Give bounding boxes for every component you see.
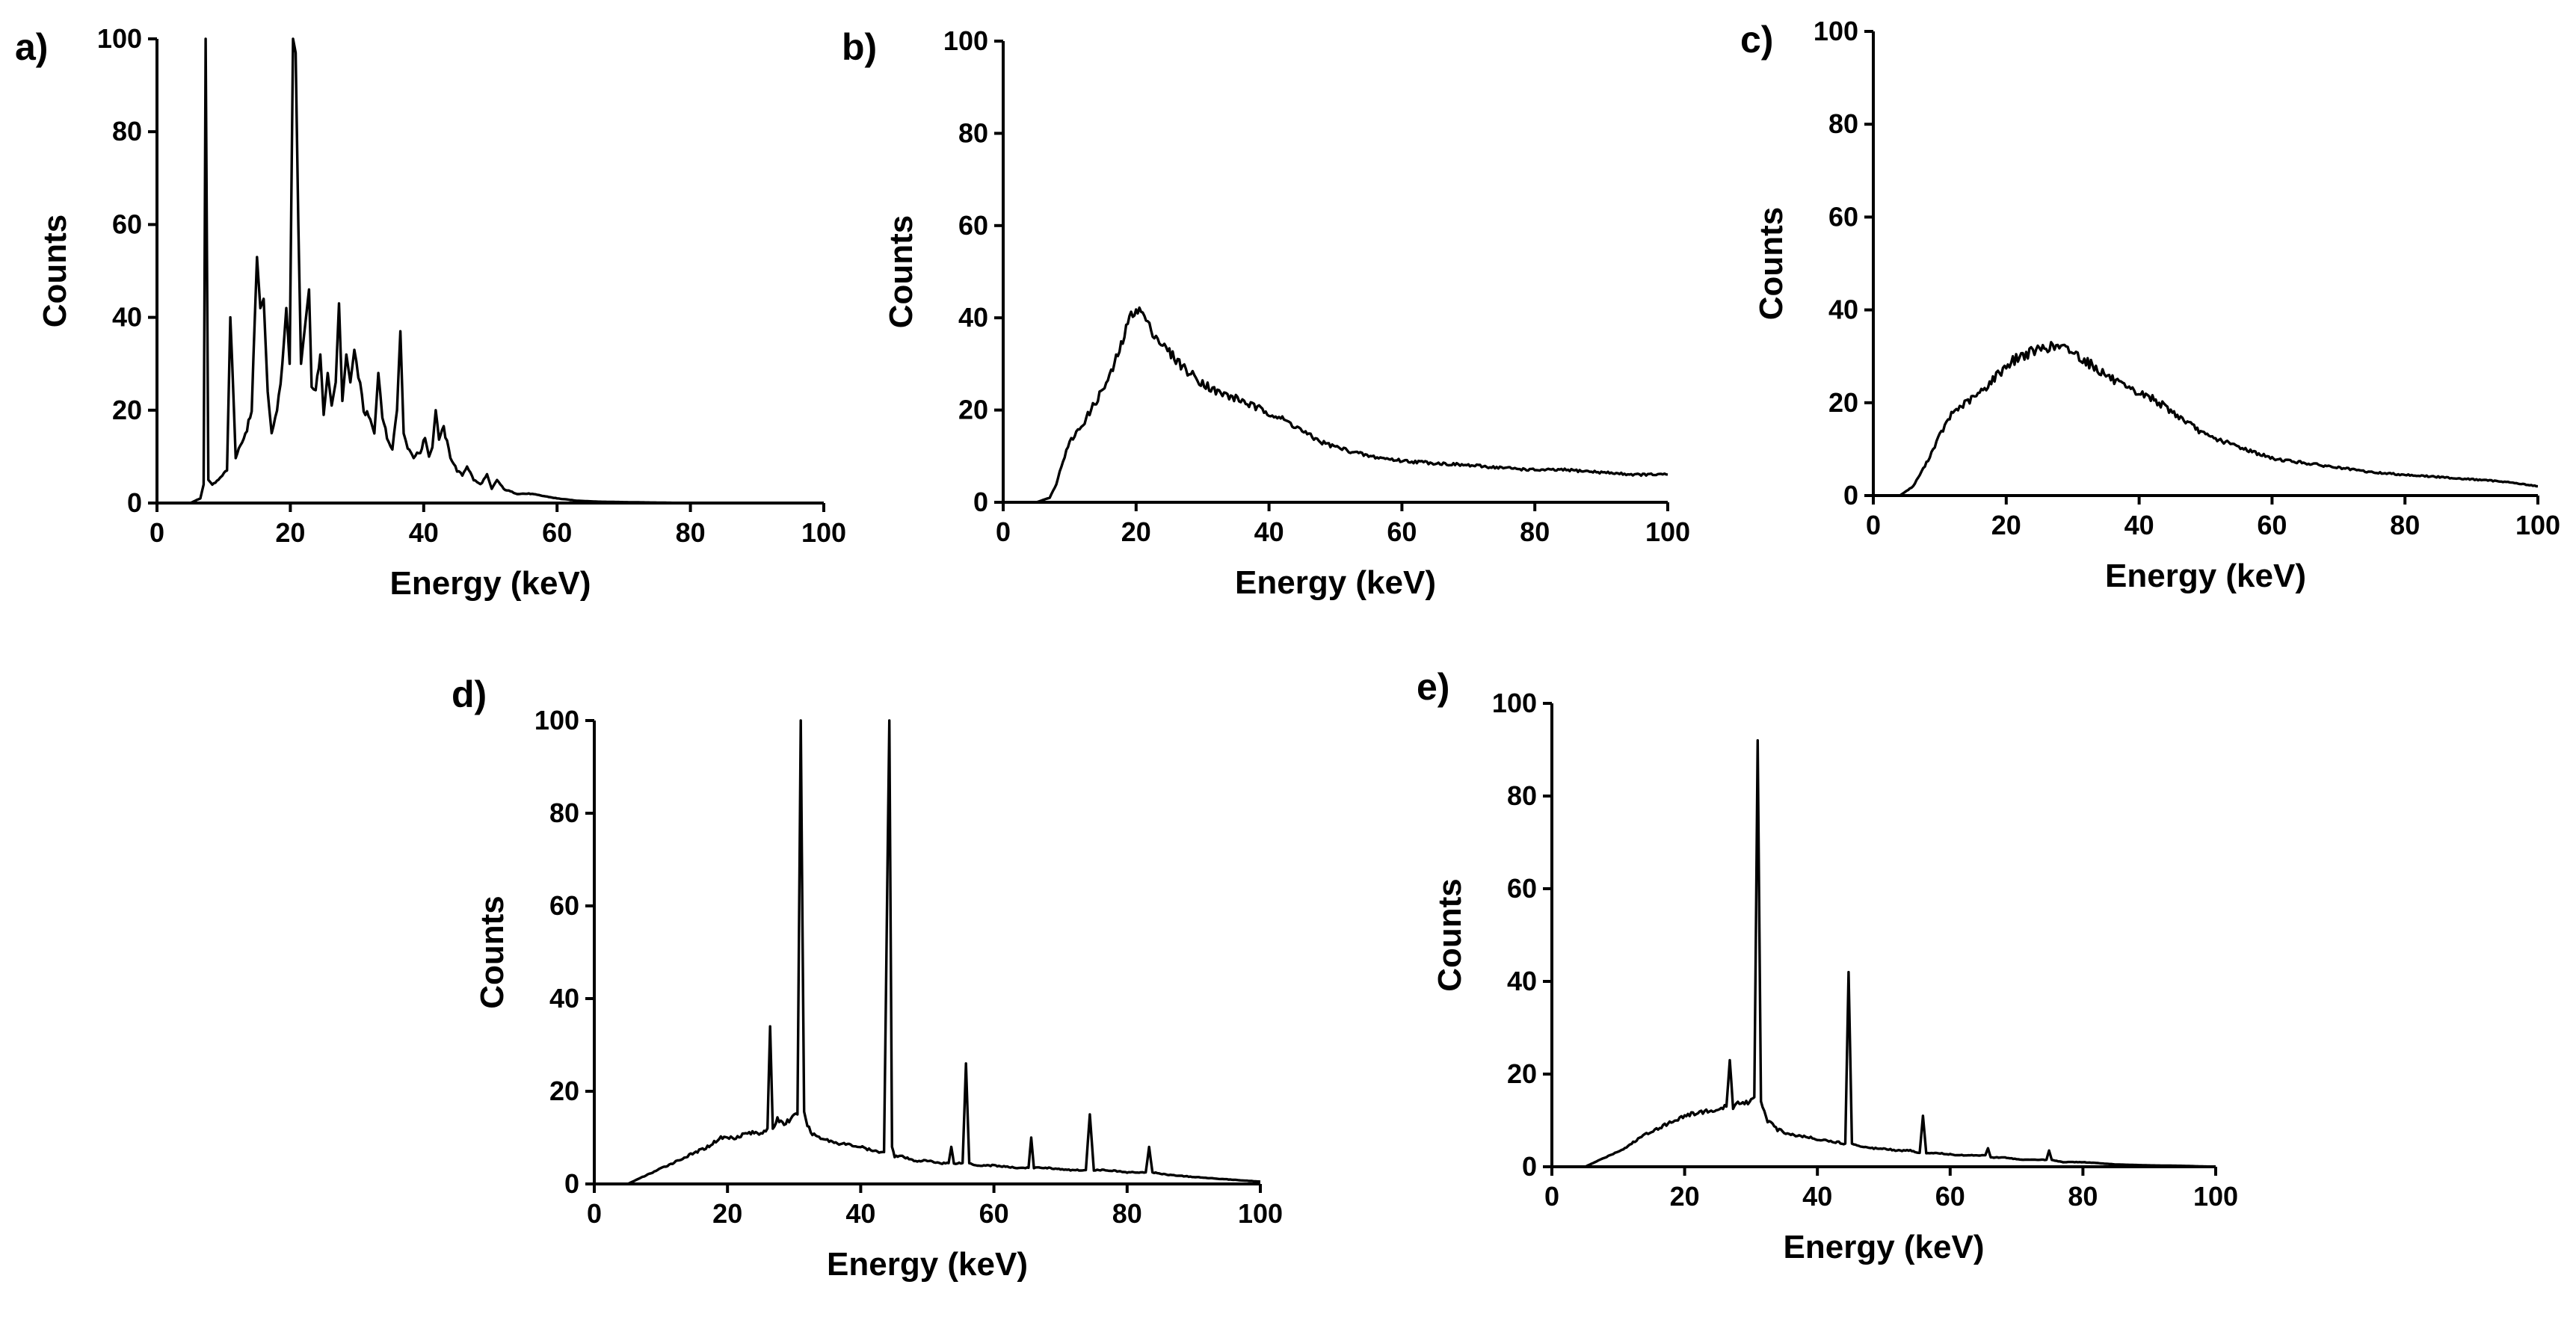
x-tick-label: 60 xyxy=(542,517,572,548)
x-tick-label: 100 xyxy=(2515,510,2560,540)
spectrum-line xyxy=(594,719,1261,1185)
y-tick-label: 100 xyxy=(943,25,988,56)
x-tick-label: 0 xyxy=(1544,1181,1559,1212)
panel-label: d) xyxy=(452,673,487,715)
x-tick-label: 80 xyxy=(2068,1181,2098,1212)
y-tick-label: 60 xyxy=(549,890,579,921)
x-tick-label: 100 xyxy=(1645,516,1690,547)
x-tick-label: 80 xyxy=(676,517,706,548)
x-tick-label: 80 xyxy=(1112,1198,1142,1229)
x-axis-title: Energy (keV) xyxy=(390,565,591,602)
y-tick-label: 40 xyxy=(112,302,142,333)
spectrum-line xyxy=(1003,306,1668,504)
y-tick-label: 100 xyxy=(97,23,142,54)
y-tick-label: 80 xyxy=(1828,108,1858,139)
panel-label: e) xyxy=(1417,666,1449,708)
y-tick-label: 20 xyxy=(958,395,988,425)
y-tick-label: 20 xyxy=(549,1076,579,1106)
chart-panel-4: d) 0 20 40 60 80 100 0 20 40 60 80 100 Energy (keV) Co… xyxy=(452,673,1283,1283)
y-tick-label: 60 xyxy=(1828,201,1858,232)
x-tick-label: 20 xyxy=(1991,510,2021,540)
x-tick-label: 40 xyxy=(845,1198,875,1229)
y-tick-label: 60 xyxy=(112,209,142,239)
y-tick-label: 0 xyxy=(564,1168,579,1199)
x-axis-title: Energy (keV) xyxy=(1784,1229,1985,1265)
x-tick-label: 20 xyxy=(275,517,305,548)
spectrum-line xyxy=(1873,341,2539,497)
y-tick-label: 0 xyxy=(973,487,988,517)
chart-panel-5: e) 0 20 40 60 80 100 0 20 40 60 80 100 Energy (keV) Co… xyxy=(1417,666,2238,1265)
x-tick-label: 20 xyxy=(1121,516,1151,547)
x-axis-title: Energy (keV) xyxy=(1235,564,1436,601)
x-tick-label: 0 xyxy=(150,517,164,548)
spectrum-line xyxy=(1552,738,2216,1168)
panel-label: a) xyxy=(15,26,48,68)
y-tick-label: 100 xyxy=(534,705,579,735)
spectrum-line xyxy=(157,37,824,505)
x-tick-label: 60 xyxy=(1935,1181,1965,1212)
y-tick-label: 40 xyxy=(1828,294,1858,325)
x-tick-label: 40 xyxy=(1254,516,1284,547)
y-axis-title: Counts xyxy=(474,895,511,1009)
x-tick-label: 0 xyxy=(587,1198,602,1229)
y-tick-label: 100 xyxy=(1492,688,1537,718)
y-axis-title: Counts xyxy=(883,215,919,329)
x-tick-label: 60 xyxy=(2257,510,2287,540)
y-tick-label: 80 xyxy=(958,117,988,148)
y-tick-label: 20 xyxy=(1828,387,1858,418)
x-tick-label: 60 xyxy=(979,1198,1009,1229)
x-tick-label: 20 xyxy=(1670,1181,1700,1212)
x-tick-label: 100 xyxy=(2193,1181,2238,1212)
chart-panel-2: b) 0 20 40 60 80 100 0 20 40 60 80 100 Energy (keV) Co… xyxy=(842,25,1690,601)
y-tick-label: 100 xyxy=(1814,16,1858,46)
y-tick-label: 60 xyxy=(1507,873,1537,904)
y-tick-label: 60 xyxy=(958,210,988,241)
chart-panel-1: a) 0 20 40 60 80 100 0 20 40 60 80 100 Energy (keV) Co… xyxy=(15,23,846,602)
x-tick-label: 80 xyxy=(2390,510,2420,540)
x-tick-label: 40 xyxy=(409,517,439,548)
y-tick-label: 80 xyxy=(1507,780,1537,811)
y-tick-label: 40 xyxy=(958,302,988,333)
y-tick-label: 80 xyxy=(112,116,142,146)
y-tick-label: 0 xyxy=(1522,1151,1537,1182)
x-tick-label: 40 xyxy=(2124,510,2154,540)
y-tick-label: 40 xyxy=(1507,966,1537,996)
x-tick-label: 100 xyxy=(801,517,846,548)
y-tick-label: 40 xyxy=(549,983,579,1014)
x-axis-title: Energy (keV) xyxy=(827,1246,1028,1283)
x-tick-label: 100 xyxy=(1238,1198,1283,1229)
x-tick-label: 80 xyxy=(1520,516,1550,547)
x-tick-label: 0 xyxy=(1866,510,1881,540)
panel-label: b) xyxy=(842,26,877,68)
y-tick-label: 0 xyxy=(1843,480,1858,511)
panel-label: c) xyxy=(1740,19,1773,61)
y-tick-label: 80 xyxy=(549,798,579,828)
x-tick-label: 60 xyxy=(1387,516,1417,547)
y-axis-title: Counts xyxy=(1753,207,1790,321)
chart-panel-3: c) 0 20 40 60 80 100 0 20 40 60 80 100 Energy (keV) Co… xyxy=(1740,16,2560,594)
x-axis-title: Energy (keV) xyxy=(2105,558,2306,594)
y-axis-title: Counts xyxy=(1432,878,1468,992)
y-axis-title: Counts xyxy=(37,215,73,328)
y-tick-label: 0 xyxy=(127,487,142,518)
x-tick-label: 20 xyxy=(712,1198,742,1229)
x-tick-label: 0 xyxy=(996,516,1011,547)
y-tick-label: 20 xyxy=(1507,1058,1537,1089)
x-tick-label: 40 xyxy=(1802,1181,1832,1212)
y-tick-label: 20 xyxy=(112,395,142,425)
